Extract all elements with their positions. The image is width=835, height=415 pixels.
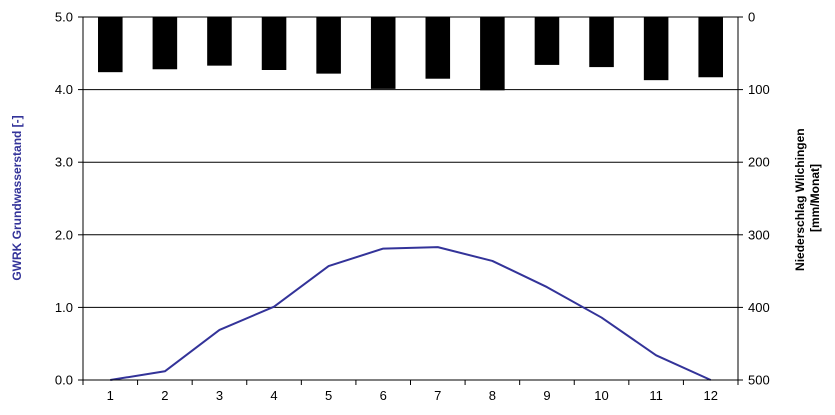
groundwater-line-series [110, 246, 712, 381]
precip-bar-8 [480, 17, 505, 91]
x-tick-label-12: 12 [703, 388, 717, 403]
y-right-tick-label-3: 200 [748, 155, 770, 170]
y-right-axis-label: Niederschlag Wilchingen [mm/Monat] [793, 125, 822, 271]
x-tick-label-8: 8 [489, 388, 496, 403]
y-left-tick-labels: 0.0 1.0 2.0 3.0 4.0 5.0 [55, 10, 73, 388]
precip-bar-2 [152, 17, 178, 70]
precip-bar-1 [98, 17, 123, 73]
precipitation-bars [98, 17, 723, 91]
y-right-axis-label-line2: [mm/Monat] [808, 164, 822, 232]
precip-bar-10 [589, 17, 614, 68]
y-left-axis-label: GWRK Grundwasserstand [-] [10, 115, 24, 280]
x-tick-label-2: 2 [161, 388, 168, 403]
x-tick-label-4: 4 [270, 388, 277, 403]
y-right-tick-label-0: 500 [748, 373, 770, 388]
precip-bar-3 [207, 17, 232, 66]
x-tick-label-1: 1 [107, 388, 114, 403]
axes [78, 16, 743, 385]
y-left-tick-label-2: 2.0 [55, 227, 73, 242]
y-right-axis-label-line1: Niederschlag Wilchingen [793, 128, 807, 271]
y-right-tick-labels: 500 400 300 200 100 0 [748, 10, 770, 388]
precip-bar-5 [316, 17, 341, 74]
x-tick-label-6: 6 [380, 388, 387, 403]
y-left-tick-label-5: 5.0 [55, 10, 73, 25]
x-tick-label-11: 11 [649, 388, 663, 403]
x-tick-label-10: 10 [594, 388, 608, 403]
y-left-tick-label-0: 0.0 [55, 373, 73, 388]
x-tick-labels: 1 2 3 4 5 6 7 8 9 10 11 12 [107, 388, 718, 403]
precip-bar-9 [534, 17, 560, 65]
y-right-tick-label-1: 400 [748, 300, 770, 315]
x-tick-label-9: 9 [543, 388, 550, 403]
y-right-tick-label-5: 0 [748, 10, 755, 25]
y-left-tick-label-1: 1.0 [55, 300, 73, 315]
y-right-tick-label-2: 300 [748, 227, 770, 242]
x-tick-label-3: 3 [216, 388, 223, 403]
x-tick-label-7: 7 [434, 388, 441, 403]
precip-bar-12 [698, 17, 723, 78]
y-left-tick-label-3: 3.0 [55, 155, 73, 170]
precip-bar-11 [643, 17, 669, 81]
groundwater-line [110, 246, 712, 381]
precip-bar-7 [425, 17, 451, 79]
gridlines [83, 16, 738, 381]
x-tick-label-5: 5 [325, 388, 332, 403]
y-left-tick-label-4: 4.0 [55, 82, 73, 97]
precip-bar-4 [261, 17, 287, 70]
precip-bar-6 [370, 17, 396, 89]
y-right-tick-label-4: 100 [748, 82, 770, 97]
